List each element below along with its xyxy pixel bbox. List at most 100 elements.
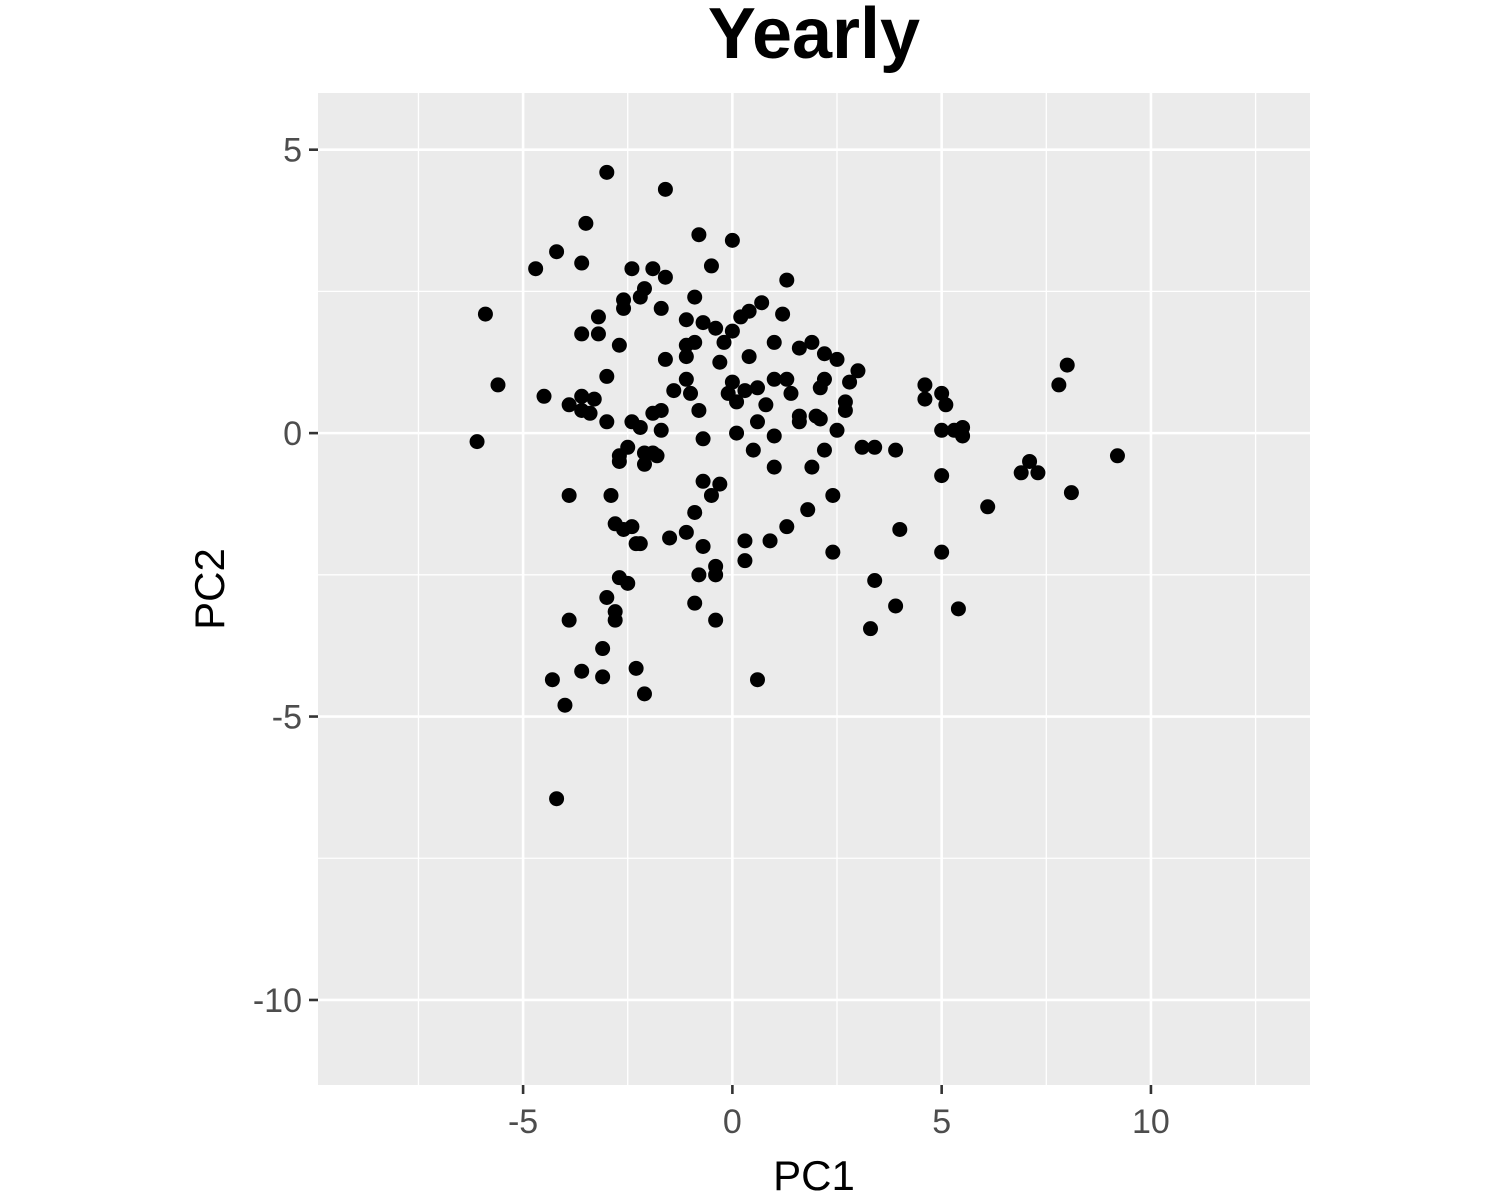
data-point [766, 371, 782, 387]
data-point [804, 459, 820, 475]
data-point [632, 536, 648, 552]
data-point [950, 601, 966, 617]
data-point [837, 402, 853, 418]
data-point [469, 434, 485, 450]
data-point [762, 533, 778, 549]
data-point [733, 309, 749, 325]
data-point [816, 442, 832, 458]
data-point [636, 456, 652, 472]
data-point [599, 368, 615, 384]
data-point [599, 164, 615, 180]
data-point [695, 538, 711, 554]
data-point [1051, 377, 1067, 393]
data-point [561, 397, 577, 413]
data-point [1022, 453, 1038, 469]
data-point [691, 227, 707, 243]
data-point [779, 371, 795, 387]
data-point [888, 598, 904, 614]
grid-major [318, 93, 1310, 1085]
data-point [549, 791, 565, 807]
data-point [561, 487, 577, 503]
data-point [708, 567, 724, 583]
data-point [708, 320, 724, 336]
data-point [595, 669, 611, 685]
data-point [678, 371, 694, 387]
data-point [687, 504, 703, 520]
data-point [695, 315, 711, 331]
data-point [549, 244, 565, 260]
data-point [938, 397, 954, 413]
data-point [691, 402, 707, 418]
data-point [775, 306, 791, 322]
data-point [779, 519, 795, 535]
data-point [745, 442, 761, 458]
data-point [724, 374, 740, 390]
data-point [1109, 448, 1125, 464]
x-tick-label: -5 [508, 1103, 538, 1141]
data-point [628, 660, 644, 676]
data-point [611, 453, 627, 469]
data-point [477, 306, 493, 322]
data-point [657, 351, 673, 367]
data-point [934, 422, 950, 438]
data-point [616, 300, 632, 316]
data-point [1030, 465, 1046, 481]
data-point [729, 425, 745, 441]
x-tick-label: 10 [1132, 1103, 1170, 1141]
data-point [825, 544, 841, 560]
data-point [917, 391, 933, 407]
data-point [687, 289, 703, 305]
data-point [599, 590, 615, 606]
data-point [624, 519, 640, 535]
data-point [934, 468, 950, 484]
data-point [800, 502, 816, 518]
x-axis: -5 0 5 10 [508, 1085, 1170, 1141]
data-point [1059, 357, 1075, 373]
data-point [703, 487, 719, 503]
data-point [934, 385, 950, 401]
data-point [829, 351, 845, 367]
data-point [980, 499, 996, 515]
data-point [1013, 465, 1029, 481]
data-point [749, 414, 765, 430]
data-point [653, 422, 669, 438]
data-point [934, 544, 950, 560]
data-point [749, 380, 765, 396]
data-point [657, 181, 673, 197]
data-point [611, 337, 627, 353]
x-tick-label: 5 [932, 1103, 951, 1141]
data-point [791, 340, 807, 356]
x-tick-label: 0 [723, 1103, 742, 1141]
data-point [766, 459, 782, 475]
data-point [574, 663, 590, 679]
data-point [574, 388, 590, 404]
data-point [712, 354, 728, 370]
y-tick-label: -5 [272, 699, 302, 737]
data-point [724, 232, 740, 248]
data-point [812, 380, 828, 396]
data-point [586, 391, 602, 407]
y-axis-title: PC2 [186, 548, 233, 630]
data-point [888, 442, 904, 458]
y-tick-label: 5 [283, 132, 302, 170]
data-point [816, 346, 832, 362]
data-point [657, 269, 673, 285]
chart-title: Yearly [708, 0, 920, 74]
data-point [645, 405, 661, 421]
data-point [666, 383, 682, 399]
data-point [561, 612, 577, 628]
data-point [683, 385, 699, 401]
data-point [557, 697, 573, 713]
data-point [737, 533, 753, 549]
data-point [712, 476, 728, 492]
data-point [724, 323, 740, 339]
data-point [716, 334, 732, 350]
data-point [590, 309, 606, 325]
data-point [741, 349, 757, 365]
data-point [653, 300, 669, 316]
data-point [842, 374, 858, 390]
data-point [1063, 485, 1079, 501]
data-point [582, 405, 598, 421]
data-point [599, 414, 615, 430]
